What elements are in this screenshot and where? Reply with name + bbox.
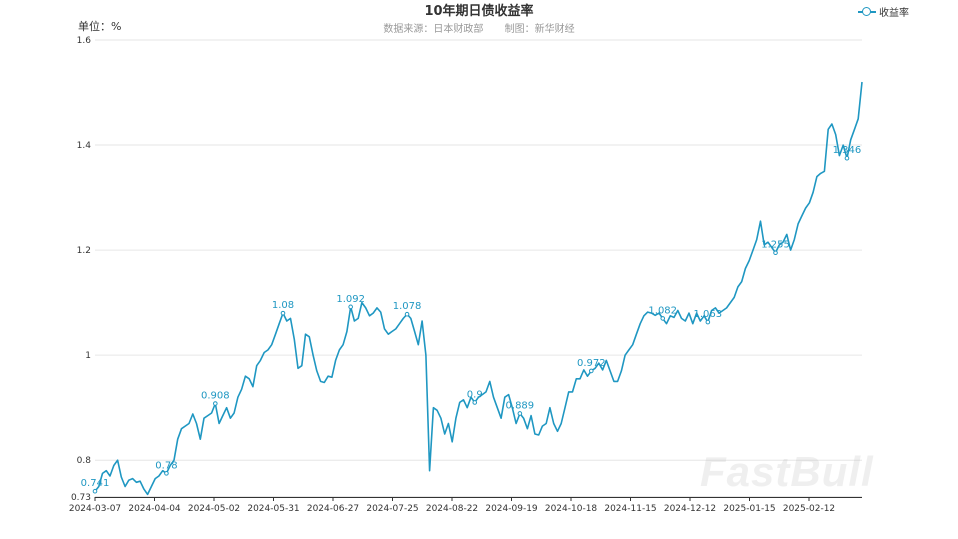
y-tick-label: 1.2: [77, 246, 91, 256]
data-label: 0.78: [155, 460, 177, 471]
y-tick-label: 1: [85, 351, 91, 361]
x-tick-label: 2024-08-22: [426, 504, 478, 514]
legend-line-icon: [858, 6, 876, 17]
y-tick-label: 0.73: [71, 493, 91, 503]
data-point-marker: [517, 411, 523, 416]
data-label: 0.741: [81, 478, 110, 489]
data-point-marker: [773, 250, 778, 256]
x-tick-label: 2025-01-15: [723, 504, 775, 514]
legend-item-yield[interactable]: 收益率: [858, 4, 909, 19]
data-point-marker: [348, 304, 353, 310]
data-label: 1.063: [694, 309, 723, 320]
data-label: 0.972: [577, 358, 606, 369]
data-label: 1.092: [336, 294, 365, 305]
unit-label: 单位：%: [78, 20, 122, 33]
data-point-marker: [213, 401, 218, 406]
x-tick-label: 2024-10-18: [545, 504, 598, 514]
x-tick-label: 2024-05-02: [188, 504, 240, 514]
chart-title: 10年期日债收益率: [424, 4, 534, 19]
data-label: 1.346: [833, 145, 862, 156]
x-tick-label: 2024-06-27: [307, 504, 359, 514]
data-point-marker: [660, 316, 666, 321]
data-point-marker: [92, 488, 98, 494]
x-tick-label: 2024-07-25: [366, 504, 418, 514]
data-label: 1.08: [272, 300, 294, 311]
data-point-marker: [844, 155, 850, 161]
series-line-yield: [94, 81, 863, 496]
legend-label: 收益率: [879, 8, 909, 19]
source-text: 数据来源：日本财政部: [383, 24, 484, 35]
y-tick-label: 0.8: [77, 456, 92, 466]
x-tick-label: 2024-05-31: [247, 504, 299, 514]
x-tick-label: 2024-11-15: [604, 504, 656, 514]
data-label: 1.078: [393, 301, 422, 312]
credit-text: 制图：新华财经: [504, 24, 575, 35]
x-tick-label: 2024-03-07: [69, 504, 121, 514]
watermark: FastBull: [700, 448, 874, 495]
data-label: 0.908: [201, 390, 230, 401]
y-tick-label: 1.4: [77, 141, 92, 151]
data-label: 1.082: [648, 305, 677, 316]
data-point-marker: [588, 368, 594, 374]
data-point-marker: [404, 311, 410, 317]
data-point-marker: [472, 400, 478, 405]
data-label: 1.255: [761, 240, 790, 251]
data-point-marker: [164, 471, 169, 476]
x-tick-label: 2025-02-12: [783, 504, 835, 514]
y-tick-label: 1.6: [77, 36, 92, 46]
chart-subtitle: 数据来源：日本财政部 制图：新华财经: [0, 20, 958, 35]
x-tick-label: 2024-09-19: [485, 504, 538, 514]
x-tick-label: 2024-04-04: [128, 504, 181, 514]
x-tick-label: 2024-12-12: [664, 504, 716, 514]
data-point-marker: [280, 310, 286, 316]
data-point-marker: [705, 319, 711, 325]
data-label: 0.889: [506, 400, 535, 411]
data-label: 0.9: [467, 389, 483, 400]
